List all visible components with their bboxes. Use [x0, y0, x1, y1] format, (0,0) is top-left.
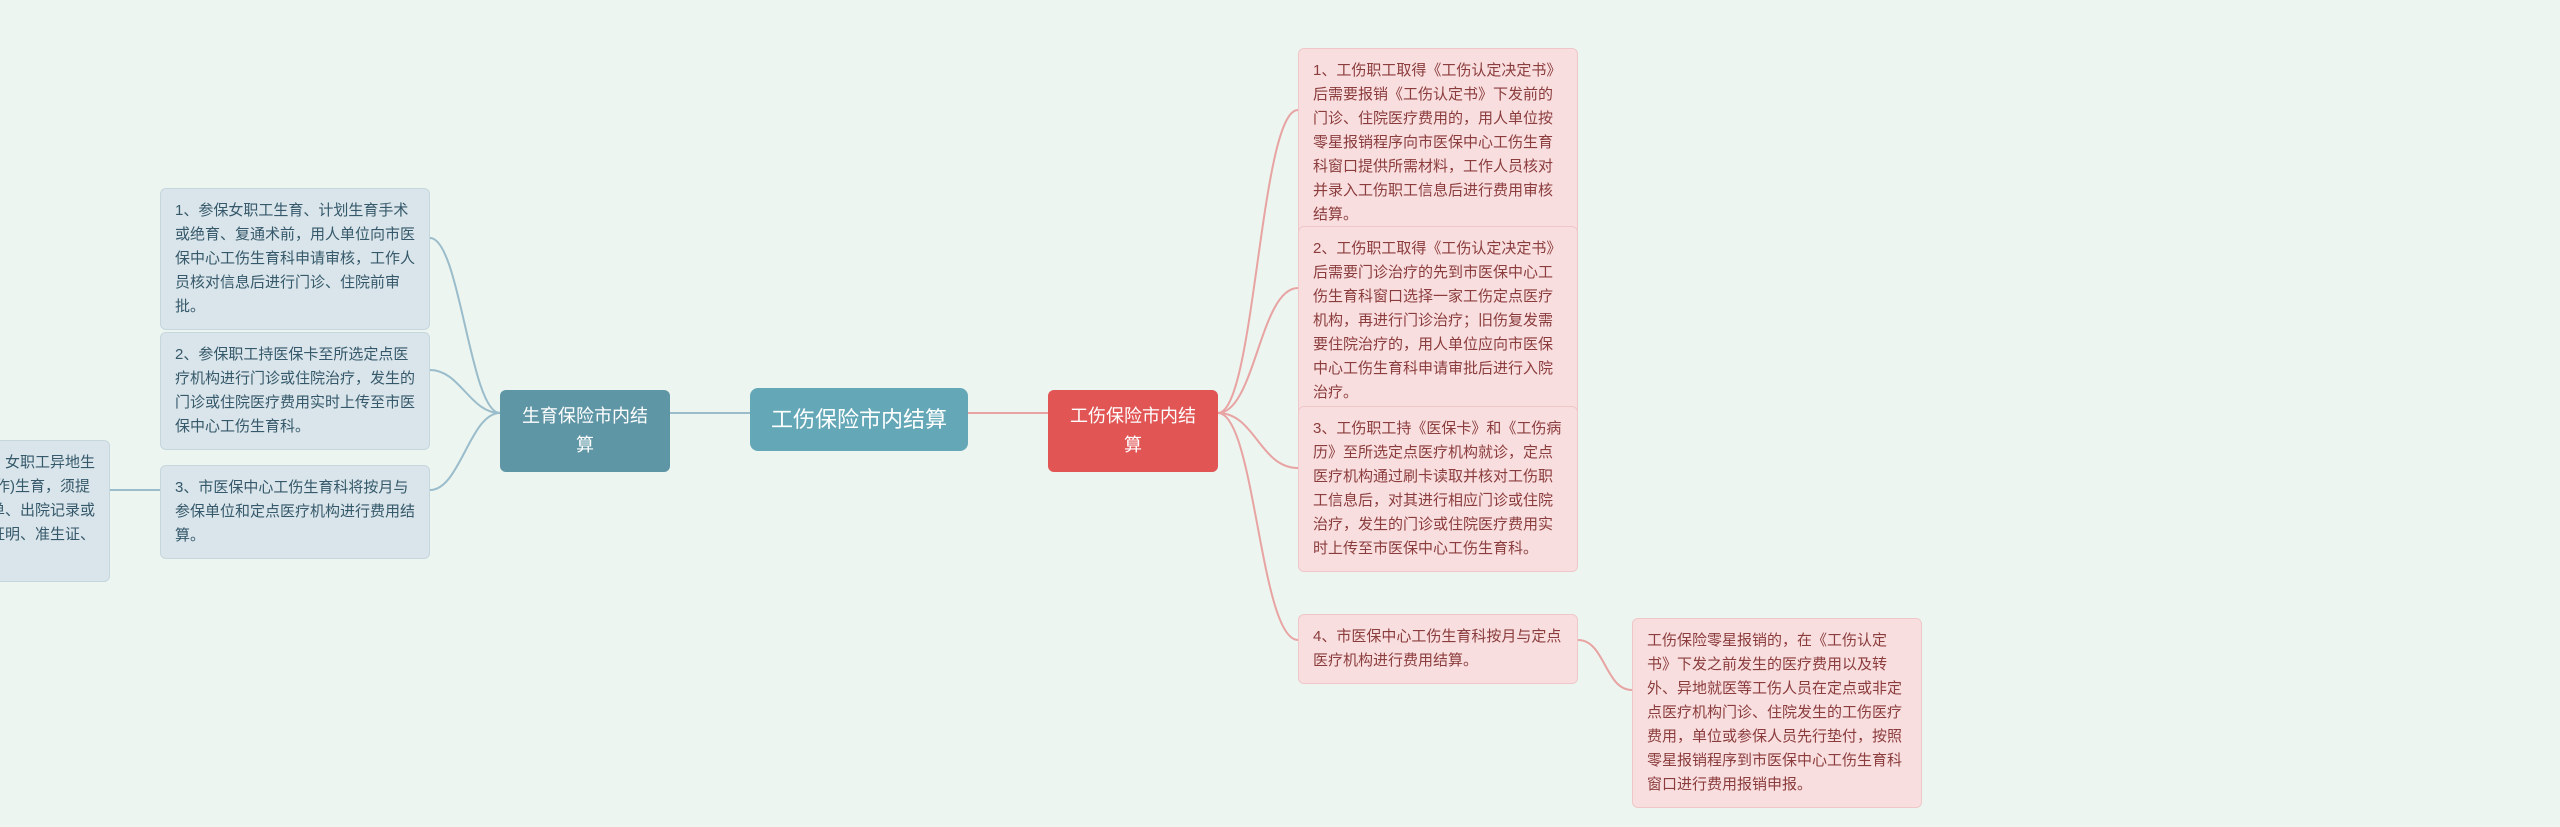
root-node[interactable]: 工伤保险市内结算 [750, 388, 968, 451]
right-leaf-1[interactable]: 1、工伤职工取得《工伤认定决定书》后需要报销《工伤认定书》下发前的门诊、住院医疗… [1298, 48, 1578, 238]
branch-left[interactable]: 生育保险市内结算 [500, 390, 670, 472]
left-note[interactable]: 生育保险零星报销的，女职工异地生育及男职工配偶(无工作)生育，须提供发票、费用明… [0, 440, 110, 582]
branch-right[interactable]: 工伤保险市内结算 [1048, 390, 1218, 472]
right-leaf-3[interactable]: 3、工伤职工持《医保卡》和《工伤病历》至所选定点医疗机构就诊，定点医疗机构通过刷… [1298, 406, 1578, 572]
right-leaf-4[interactable]: 4、市医保中心工伤生育科按月与定点医疗机构进行费用结算。 [1298, 614, 1578, 684]
right-note[interactable]: 工伤保险零星报销的，在《工伤认定书》下发之前发生的医疗费用以及转外、异地就医等工… [1632, 618, 1922, 808]
left-leaf-3[interactable]: 3、市医保中心工伤生育科将按月与参保单位和定点医疗机构进行费用结算。 [160, 465, 430, 559]
right-leaf-2[interactable]: 2、工伤职工取得《工伤认定决定书》后需要门诊治疗的先到市医保中心工伤生育科窗口选… [1298, 226, 1578, 416]
left-leaf-2[interactable]: 2、参保职工持医保卡至所选定点医疗机构进行门诊或住院治疗，发生的门诊或住院医疗费… [160, 332, 430, 450]
left-leaf-1[interactable]: 1、参保女职工生育、计划生育手术或绝育、复通术前，用人单位向市医保中心工伤生育科… [160, 188, 430, 330]
